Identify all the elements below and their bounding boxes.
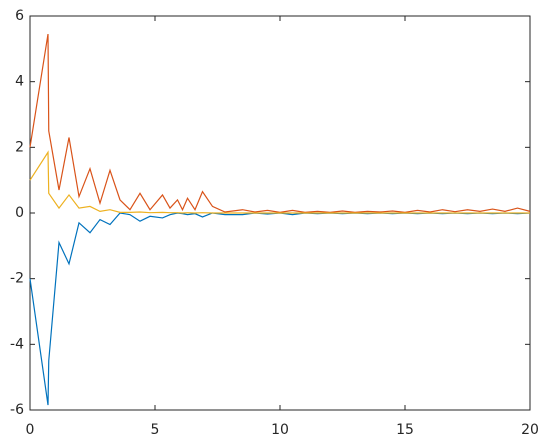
x-tick-label: 5 <box>151 422 160 438</box>
x-tick-label: 10 <box>271 422 289 438</box>
y-tick-label: 6 <box>15 8 24 24</box>
x-tick-label: 15 <box>396 422 414 438</box>
y-tick-label: -6 <box>10 402 24 418</box>
y-tick-label: -2 <box>10 271 24 287</box>
x-tick-label: 0 <box>26 422 35 438</box>
y-tick-label: 2 <box>15 139 24 155</box>
x-tick-label: 20 <box>521 422 539 438</box>
data-line <box>29 150 530 214</box>
y-tick-label: 4 <box>15 74 24 90</box>
data-line <box>29 33 531 213</box>
y-tick-label: -4 <box>10 336 24 352</box>
y-tick-label: 0 <box>15 205 24 221</box>
